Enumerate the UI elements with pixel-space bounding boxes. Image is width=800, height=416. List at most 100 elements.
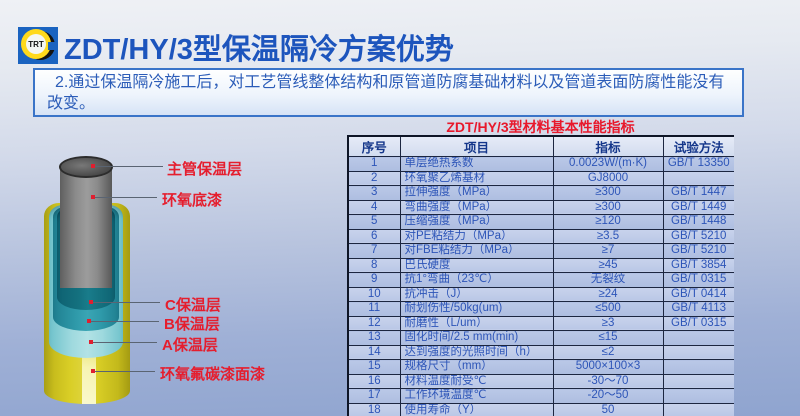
table-cell: 4 <box>347 199 401 215</box>
table-row: 15 规格尺寸（mm） 5000×100×3 <box>347 359 734 375</box>
main-pipe-top-ellipse <box>59 156 113 178</box>
table-cell: GB/T 1449 <box>662 199 734 215</box>
table-cell: -20～50 <box>552 388 664 404</box>
callout-dot <box>91 369 95 373</box>
leader-line <box>93 197 157 198</box>
pipe-label-epoxy-primer: 环氧底漆 <box>162 192 223 209</box>
table-cell: 7 <box>347 243 401 259</box>
table-cell: GB/T 5210 <box>662 228 734 244</box>
table-cell: 对PE粘结力（MPa） <box>399 228 554 244</box>
table-row: 9 抗1°弯曲（23℃） 无裂纹 GB/T 0315 <box>347 272 734 288</box>
notice-box: 2.通过保温隔冷施工后，对工艺管线整体结构和原管道防腐基础材料以及管道表面防腐性… <box>33 68 744 117</box>
table-row: 1 单层绝热系数 0.0023W/(m·K) GB/T 13350 <box>347 156 734 172</box>
table-cell: 6 <box>347 228 401 244</box>
table-cell: 8 <box>347 257 401 273</box>
table-cell: 耐划伤性/50kg(um) <box>399 301 554 317</box>
pipe-label-fluorocarbon-topcoat: 环氧氟碳漆面漆 <box>160 366 266 383</box>
main-pipe-body <box>60 167 112 288</box>
table-cell: GB/T 0414 <box>662 286 734 302</box>
table-cell: GJ8000 <box>552 170 664 186</box>
pipe-label-a-layer: A保温层 <box>162 337 218 354</box>
table-row: 14 达到强度的光照时间（h） ≤2 <box>347 344 734 360</box>
table-row: 17 工作环境温度℃ -20～50 <box>347 388 734 404</box>
table-cell: 规格尺寸（mm） <box>399 359 554 375</box>
table-cell: GB/T 13350 <box>662 156 734 172</box>
callout-dot <box>91 195 95 199</box>
pipe-label-c-layer: C保温层 <box>165 297 221 314</box>
table-cell: 0.0023W/(m·K) <box>552 156 664 172</box>
table-cell: 3 <box>347 185 401 201</box>
table-cell: 单层绝热系数 <box>399 156 554 172</box>
callout-dot <box>91 164 95 168</box>
table-cell: 巴氏硬度 <box>399 257 554 273</box>
pipe-label-b-layer: B保温层 <box>164 316 220 333</box>
table-row: 3 拉伸强度（MPa） ≥300 GB/T 1447 <box>347 185 734 201</box>
table-cell: ≤2 <box>552 344 664 360</box>
spec-table-body: 1 单层绝热系数 0.0023W/(m·K) GB/T 13350 2 环氧聚乙烯基材 GJ… <box>347 156 734 416</box>
table-cell: 9 <box>347 272 401 288</box>
table-cell: ≥7 <box>552 243 664 259</box>
column-header: 序号 <box>347 135 401 157</box>
table-cell: ≥300 <box>552 185 664 201</box>
table-row: 8 巴氏硬度 ≥45 GB/T 3854 <box>347 257 734 273</box>
table-cell <box>662 388 734 404</box>
column-header: 试验方法 <box>662 135 734 157</box>
table-row: 2 环氧聚乙烯基材 GJ8000 <box>347 170 734 186</box>
table-title: ZDT/HY/3型材料基本性能指标 <box>446 119 635 135</box>
table-row: 16 材料温度耐受℃ -30～70 <box>347 373 734 389</box>
table-cell: 50 <box>552 402 664 416</box>
table-cell: GB/T 0315 <box>662 272 734 288</box>
table-cell <box>662 330 734 346</box>
leader-line <box>89 321 159 322</box>
spec-table: 序号 项目 指标 试验方法 1 单层绝热系数 0.0023W/(m·K) GB/T 1335… <box>347 135 734 416</box>
table-cell <box>662 402 734 416</box>
table-cell: 5 <box>347 214 401 230</box>
table-cell: ≥45 <box>552 257 664 273</box>
leader-line <box>93 371 155 372</box>
table-cell: GB/T 4113 <box>662 301 734 317</box>
table-cell: 5000×100×3 <box>552 359 664 375</box>
table-row: 4 弯曲强度（MPa） ≥300 GB/T 1449 <box>347 199 734 215</box>
table-row: 10 抗冲击（J） ≥24 GB/T 0414 <box>347 286 734 302</box>
table-cell: 13 <box>347 330 401 346</box>
table-cell: 17 <box>347 388 401 404</box>
callout-dot <box>89 340 93 344</box>
leader-line <box>91 342 157 343</box>
table-cell: 对FBE粘结力（MPa） <box>399 243 554 259</box>
table-cell: 抗冲击（J） <box>399 286 554 302</box>
callout-dot <box>89 300 93 304</box>
table-cell: 耐磨性（L/um） <box>399 315 554 331</box>
page-title: ZDT/HY/3型保温隔冷方案优势 <box>64 34 454 66</box>
table-cell: 18 <box>347 402 401 416</box>
table-cell: 材料温度耐受℃ <box>399 373 554 389</box>
table-cell: ≥120 <box>552 214 664 230</box>
table-cell: 工作环境温度℃ <box>399 388 554 404</box>
logo-c-gap <box>48 42 55 50</box>
table-cell: ≥3.5 <box>552 228 664 244</box>
table-cell: 无裂纹 <box>552 272 664 288</box>
callout-dot <box>87 319 91 323</box>
table-cell <box>662 359 734 375</box>
table-cell: 抗1°弯曲（23℃） <box>399 272 554 288</box>
leader-line <box>93 166 163 167</box>
table-row: 5 压缩强度（MPa） ≥120 GB/T 1448 <box>347 214 734 230</box>
table-cell <box>662 373 734 389</box>
table-cell: 达到强度的光照时间（h） <box>399 344 554 360</box>
column-header: 项目 <box>399 135 554 157</box>
table-cell <box>662 344 734 360</box>
table-row: 7 对FBE粘结力（MPa） ≥7 GB/T 5210 <box>347 243 734 259</box>
pipe-label-main-insulation: 主管保温层 <box>167 161 243 178</box>
table-cell: 拉伸强度（MPa） <box>399 185 554 201</box>
table-cell: ≥300 <box>552 199 664 215</box>
notice-text: 2.通过保温隔冷施工后，对工艺管线整体结构和原管道防腐基础材料以及管道表面防腐性… <box>47 74 725 112</box>
table-cell: 弯曲强度（MPa） <box>399 199 554 215</box>
table-cell: ≤15 <box>552 330 664 346</box>
table-cell: GB/T 1447 <box>662 185 734 201</box>
table-cell: 15 <box>347 359 401 375</box>
leader-line <box>91 302 160 303</box>
table-cell: 压缩强度（MPa） <box>399 214 554 230</box>
table-cell: 环氧聚乙烯基材 <box>399 170 554 186</box>
table-row: 13 固化时间/2.5 mm(min) ≤15 <box>347 330 734 346</box>
table-cell: GB/T 0315 <box>662 315 734 331</box>
